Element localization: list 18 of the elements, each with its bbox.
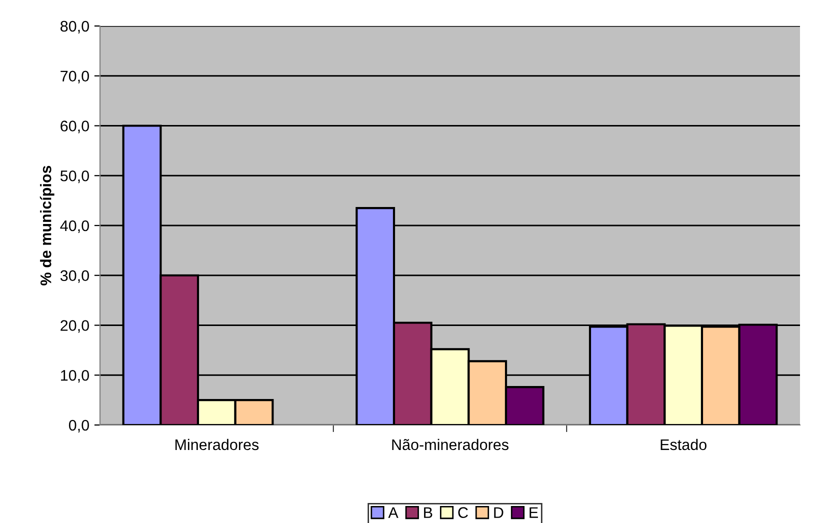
legend-label: A <box>388 507 398 518</box>
x-tick-label: Não-mineradores <box>392 438 508 450</box>
legend-label: B <box>424 507 432 518</box>
y-tick-label: 70,0 <box>60 70 89 84</box>
y-tick-label: 60,0 <box>60 120 89 134</box>
y-tick-label: 0,0 <box>68 420 89 432</box>
legend-label: C <box>458 507 468 518</box>
y-tick-label: 30,0 <box>60 270 89 283</box>
x-tick-label: Mineradores <box>175 438 259 450</box>
x-tick-label: Estado <box>660 438 706 450</box>
y-tick-label: 10,0 <box>61 370 89 383</box>
y-tick-label: 20,0 <box>60 320 89 333</box>
y-tick-label: 50,0 <box>60 170 89 184</box>
y-axis-title: % de municípios <box>40 166 54 286</box>
legend-label: D <box>494 507 504 518</box>
legend-label: E <box>530 507 538 518</box>
y-tick-label: 40,0 <box>60 220 89 233</box>
y-tick-label: 80,0 <box>60 20 89 34</box>
